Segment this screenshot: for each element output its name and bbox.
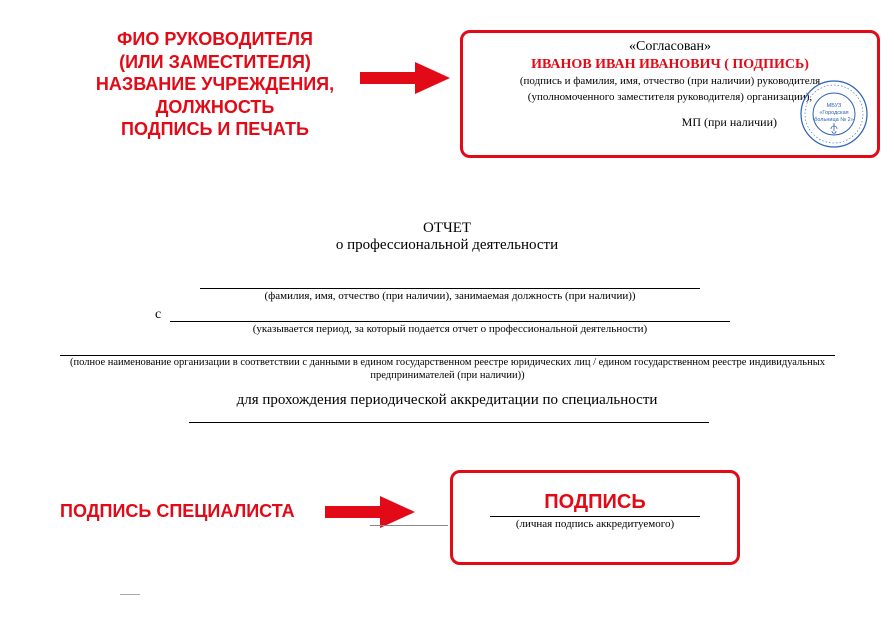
- page-mark: [120, 594, 140, 595]
- callout-specialist-signature: ПОДПИСЬ СПЕЦИАЛИСТА: [60, 500, 295, 523]
- specialty-underline: [189, 422, 709, 423]
- fragment-underline: [370, 525, 448, 526]
- signature-caption: (личная подпись аккредитуемого): [453, 518, 737, 530]
- callout-line: ФИО РУКОВОДИТЕЛЯ: [75, 28, 355, 51]
- approval-title: «Согласован»: [473, 39, 867, 55]
- signature-label: ПОДПИСЬ: [453, 491, 737, 514]
- org-caption: (полное наименование организации в соотв…: [60, 357, 835, 382]
- callout-line: (ИЛИ ЗАМЕСТИТЕЛЯ): [75, 51, 355, 74]
- svg-text:больница № 2»: больница № 2»: [814, 117, 854, 123]
- signature-underline: [490, 516, 700, 517]
- period-prefix: с: [155, 307, 161, 323]
- callout-line: ПОДПИСЬ И ПЕЧАТЬ: [75, 118, 355, 141]
- fio-caption: (фамилия, имя, отчество (при наличии), з…: [200, 290, 700, 302]
- period-line-block: (указывается период, за который подается…: [170, 308, 730, 335]
- fio-line-block: (фамилия, имя, отчество (при наличии), з…: [200, 275, 700, 302]
- callout-line: НАЗВАНИЕ УЧРЕЖДЕНИЯ,: [75, 73, 355, 96]
- period-caption: (указывается период, за который подается…: [170, 323, 730, 335]
- signature-box: ПОДПИСЬ (личная подпись аккредитуемого): [450, 470, 740, 565]
- svg-text:«Городская: «Городская: [819, 110, 848, 116]
- callout-manager-info: ФИО РУКОВОДИТЕЛЯ (ИЛИ ЗАМЕСТИТЕЛЯ) НАЗВА…: [75, 28, 355, 141]
- doc-title-1: ОТЧЕТ: [0, 220, 894, 237]
- svg-text:МБУЗ: МБУЗ: [827, 103, 842, 109]
- approval-name: ИВАНОВ ИВАН ИВАНОВИЧ ( ПОДПИСЬ): [473, 57, 867, 73]
- purpose-text: для прохождения периодической аккредитац…: [0, 392, 894, 409]
- approval-box: «Согласован» ИВАНОВ ИВАН ИВАНОВИЧ ( ПОДП…: [460, 30, 880, 158]
- underline: [170, 308, 730, 322]
- doc-title-2: о профессиональной деятельности: [0, 237, 894, 254]
- doc-title-block: ОТЧЕТ о профессиональной деятельности: [0, 220, 894, 254]
- stamp-icon: МБУЗ «Городская больница № 2»: [799, 79, 869, 149]
- org-line-block: (полное наименование организации в соотв…: [60, 342, 835, 382]
- arrow-right-icon: [360, 60, 450, 96]
- callout-line: ДОЛЖНОСТЬ: [75, 96, 355, 119]
- underline: [200, 275, 700, 289]
- underline: [60, 342, 835, 356]
